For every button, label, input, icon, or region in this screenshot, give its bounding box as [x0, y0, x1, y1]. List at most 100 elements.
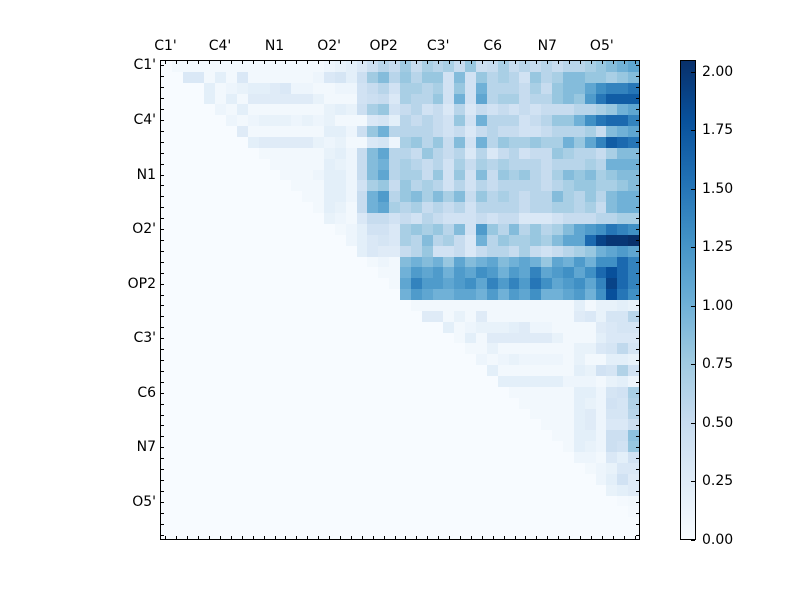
heatmap-cell [497, 213, 509, 224]
heatmap-cell [443, 61, 455, 72]
heatmap-cell [606, 202, 618, 214]
heatmap-cell [313, 61, 324, 72]
heatmap-cell [291, 137, 303, 148]
heatmap-cell [399, 169, 411, 181]
heatmap-cell [345, 343, 357, 355]
heatmap-cell [552, 419, 563, 431]
heatmap-cell [562, 126, 574, 138]
heatmap-cell [215, 365, 227, 377]
heatmap-cell [508, 473, 520, 485]
heatmap-cell [476, 256, 487, 268]
heatmap-cell [573, 310, 585, 322]
heatmap-cell [367, 267, 379, 279]
heatmap-cell [541, 191, 553, 203]
colorbar-tick-label: 1.75 [702, 122, 734, 139]
heatmap-cell [323, 506, 335, 518]
heatmap-cell [497, 256, 509, 268]
heatmap-cell [193, 289, 205, 300]
heatmap-cell [269, 452, 281, 463]
heatmap-cell [334, 147, 346, 159]
heatmap-cell [606, 365, 618, 377]
heatmap-cell [399, 256, 411, 268]
heatmap-cell [584, 332, 596, 344]
heatmap-cell [595, 506, 607, 518]
heatmap-cell [530, 191, 542, 203]
heatmap-cell [476, 223, 487, 235]
heatmap-cell [628, 408, 639, 420]
heatmap-cell [617, 365, 629, 377]
heatmap-cell [399, 234, 411, 246]
heatmap-cell [280, 419, 292, 431]
heatmap-cell [237, 147, 248, 159]
heatmap-cell [465, 82, 477, 94]
heatmap-cell [508, 495, 520, 507]
heatmap-cell [237, 386, 248, 398]
heatmap-cell [226, 495, 238, 507]
heatmap-cell [215, 245, 227, 257]
heatmap-cell [465, 495, 477, 507]
heatmap-cell [161, 234, 172, 246]
y-tick-label: N7 [136, 439, 156, 456]
heatmap-cell [486, 517, 498, 529]
heatmap-cell [269, 419, 281, 431]
heatmap-cell [334, 115, 346, 127]
heatmap-cell [302, 310, 314, 322]
heatmap-cell [530, 310, 542, 322]
heatmap-cell [519, 452, 531, 463]
tick-mark [536, 60, 538, 64]
heatmap-cell [562, 256, 574, 268]
heatmap-cell [280, 137, 292, 148]
heatmap-cell [291, 147, 303, 159]
heatmap-cell [367, 441, 379, 453]
heatmap-cell [367, 71, 379, 83]
heatmap-cell [367, 180, 379, 192]
tick-mark [394, 60, 396, 64]
heatmap-cell [454, 484, 466, 496]
heatmap-cell [562, 354, 574, 366]
tick-mark [547, 536, 549, 540]
heatmap-cell [247, 408, 259, 420]
heatmap-cell [226, 223, 238, 235]
heatmap-cell [204, 256, 216, 268]
heatmap-cell [421, 299, 433, 311]
heatmap-cell [454, 180, 466, 192]
heatmap-cell [606, 158, 618, 170]
heatmap-cell [204, 71, 216, 83]
heatmap-cell [508, 71, 520, 83]
heatmap-cell [595, 452, 607, 463]
heatmap-cell [454, 441, 466, 453]
heatmap-cell [204, 441, 216, 453]
heatmap-cell [595, 473, 607, 485]
heatmap-cell [378, 169, 390, 181]
heatmap-cell [204, 354, 216, 366]
heatmap-cell [421, 223, 433, 235]
heatmap-cell [399, 278, 411, 290]
heatmap-cell [562, 506, 574, 518]
heatmap-cell [193, 104, 205, 116]
heatmap-cell [356, 213, 368, 224]
heatmap-cell [465, 462, 477, 474]
heatmap-cell [552, 191, 563, 203]
heatmap-cell [389, 419, 400, 431]
heatmap-cell [573, 299, 585, 311]
heatmap-cell [345, 365, 357, 377]
heatmap-cell [345, 223, 357, 235]
heatmap-cell [313, 93, 324, 105]
tick-mark [209, 536, 211, 540]
tick-mark [198, 536, 200, 540]
heatmap-cell [378, 93, 390, 105]
heatmap-cell [628, 223, 639, 235]
heatmap-cell [367, 310, 379, 322]
heatmap-cell [508, 310, 520, 322]
heatmap-cell [541, 61, 553, 72]
heatmap-cell [541, 93, 553, 105]
heatmap-cell [171, 158, 183, 170]
heatmap-cell [508, 245, 520, 257]
heatmap-cell [280, 126, 292, 138]
heatmap-cell [519, 256, 531, 268]
heatmap-cell [247, 473, 259, 485]
heatmap-grid [161, 61, 639, 539]
heatmap-cell [465, 180, 477, 192]
heatmap-cell [215, 517, 227, 529]
heatmap-cell [345, 82, 357, 94]
